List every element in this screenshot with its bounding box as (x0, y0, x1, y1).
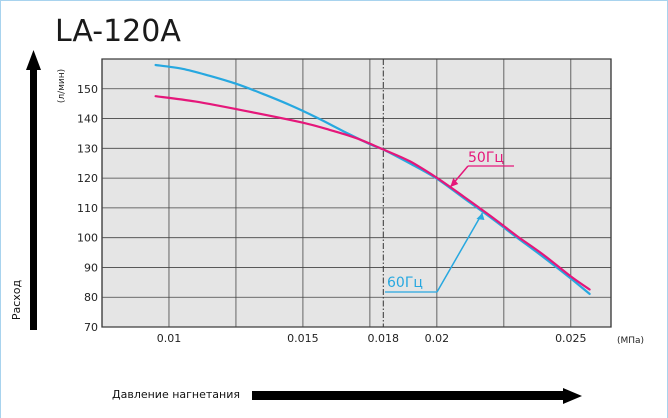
y-tick-label: 110 (77, 202, 98, 215)
y-axis-title: Расход (10, 279, 23, 320)
leader-line-60hz (436, 212, 484, 293)
y-tick-label: 150 (77, 83, 98, 96)
y-tick-label: 80 (84, 291, 98, 304)
series-label-60hz: 60Гц (387, 275, 423, 291)
chart-title: LA-120A (55, 14, 181, 49)
leader-arrow-50hz (450, 178, 459, 188)
y-tick-label: 130 (77, 142, 98, 155)
x-unit-label: (МПа) (617, 336, 644, 346)
x-tick-label: 0.01 (157, 332, 182, 345)
y-tick-label: 70 (84, 321, 98, 334)
x-tick-label: 0.025 (555, 332, 587, 345)
y-axis-arrow-shaft (30, 68, 37, 330)
y-unit-label: (л/мин) (57, 69, 67, 103)
y-tick-label: 90 (84, 261, 98, 274)
x-axis-title: Давление нагнетания (112, 388, 240, 401)
plot-area (101, 58, 612, 328)
series-line-50hz (154, 95, 591, 291)
y-tick-label: 140 (77, 113, 98, 126)
x-tick-label: 0.018 (368, 332, 400, 345)
x-tick-label: 0.015 (287, 332, 319, 345)
leader-arrow-60hz (476, 212, 485, 220)
y-tick-label: 100 (77, 232, 98, 245)
y-axis-arrow-head (26, 50, 41, 70)
y-tick-label: 120 (77, 172, 98, 185)
x-axis-arrow (252, 388, 582, 404)
x-tick-label: 0.02 (425, 332, 450, 345)
series-label-50hz: 50Гц (468, 150, 504, 166)
